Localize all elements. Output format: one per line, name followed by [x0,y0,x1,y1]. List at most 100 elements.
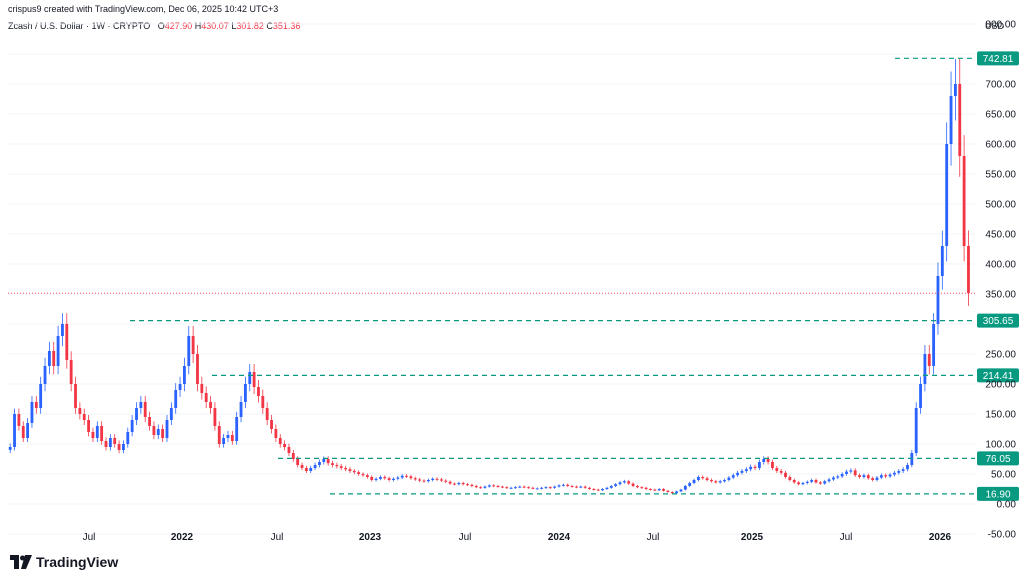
candle-body [836,476,840,478]
candle [657,488,661,492]
candle [631,482,635,488]
candle [509,486,513,489]
candle [461,481,465,486]
candle-body [187,336,191,366]
candle-body [818,482,822,484]
candle [13,408,16,451]
candle [413,476,417,481]
candle [531,486,535,490]
candle [113,434,117,448]
candle-body [135,408,138,420]
candle-body [248,372,252,384]
candle-body [945,144,949,246]
candle [901,467,905,473]
candle [500,485,504,489]
candle-body [117,444,121,450]
candle-body [270,420,273,429]
candle [849,468,853,474]
candle-body [727,477,731,480]
candle-body [326,459,330,464]
candle-body [810,480,814,482]
candle [875,476,879,482]
candle-body [940,246,944,276]
candle-body [466,484,469,486]
candle [749,464,753,472]
candle-body [871,478,875,480]
candle [736,470,740,477]
candle-body [108,438,112,447]
candle [936,262,940,335]
candle-body [291,453,295,459]
candle [823,479,827,485]
candle [953,58,957,121]
candle-body [583,486,587,488]
open-value: 427.90 [164,21,193,31]
candle [283,440,287,451]
candle [683,484,687,491]
candle-body [435,478,439,480]
candle-body [914,408,918,453]
candle [56,325,60,375]
candle-body [518,486,522,488]
candle-body [801,483,805,485]
candle [108,434,112,451]
candle [235,411,239,445]
candle-body [43,366,47,384]
candle [43,357,47,392]
candle [723,478,726,483]
candle [61,313,64,347]
candle-body [56,336,60,366]
candle [344,465,347,472]
candle [653,488,657,492]
candle-body [653,489,657,491]
candle-body [705,478,709,480]
candle-body [156,429,160,435]
candle-body [901,469,905,471]
candle-body [875,477,879,480]
candle [322,456,326,465]
candle [348,467,352,473]
candle-body [832,477,835,480]
candle-body [422,480,426,482]
candle-body [858,475,861,477]
candle-body [230,435,234,441]
candle [222,434,226,448]
candle [940,230,944,290]
candle [148,411,151,431]
candle-body [21,426,25,438]
candle-body [169,408,173,420]
candle [914,402,918,457]
candle [248,364,252,392]
candle [21,421,25,442]
tradingview-logo[interactable]: TradingView [10,554,118,570]
candle-body [683,486,687,490]
candle-body [379,477,382,479]
candle [169,402,173,426]
candle [161,424,165,442]
candle-body [766,459,770,462]
candle-body [805,481,809,483]
candle-body [906,465,909,470]
candle [945,122,949,262]
candle [26,418,30,442]
candle-body [500,486,504,488]
candle [967,230,970,306]
candle-body [923,354,927,384]
candle-body [200,384,204,393]
candle [575,485,578,489]
candle [927,345,931,375]
candle [540,486,544,490]
y-tick-label: 200.00 [985,380,1016,391]
candle-body [439,479,443,481]
candle [217,421,221,448]
candle [609,484,613,489]
candle [832,476,835,481]
candle [365,473,369,479]
candle [762,456,766,465]
candle [431,477,435,482]
candle [962,135,966,262]
candle [209,395,212,414]
candle [165,414,169,442]
candle-body [304,468,308,471]
